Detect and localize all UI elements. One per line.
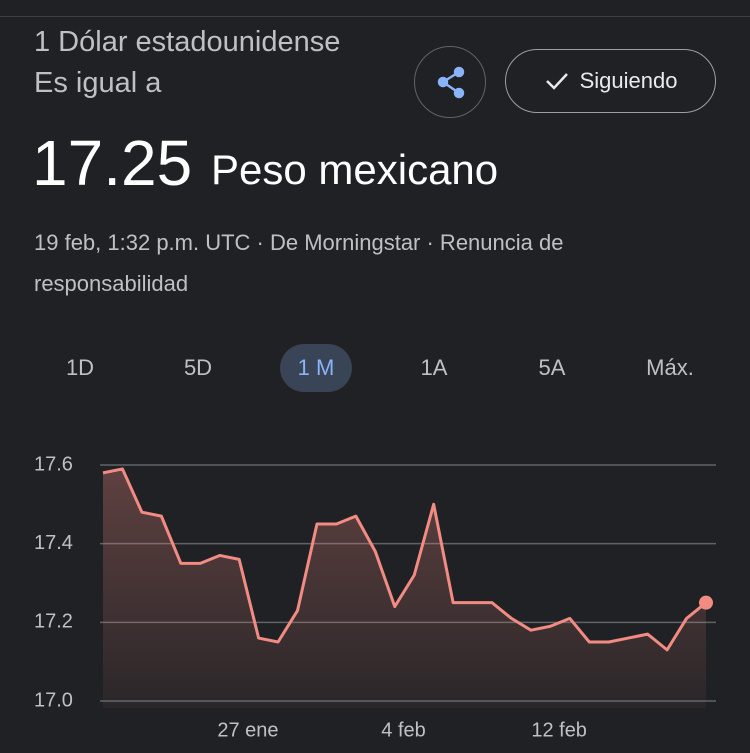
line (102, 467, 707, 652)
range-tab[interactable]: Máx. (646, 355, 694, 380)
source-line[interactable]: 19 feb, 1:32 p.m. UTC · De Morningstar ·… (34, 230, 564, 296)
check-icon (545, 73, 568, 90)
range-tab[interactable]: 5A (538, 355, 566, 380)
range-tab[interactable]: 1D (65, 355, 95, 380)
to-currency: Peso mexicano (211, 146, 499, 193)
x-tick-label: 27 ene (217, 719, 278, 741)
end-point (699, 595, 713, 610)
rate-value: 17.25 (32, 127, 193, 199)
range-tab[interactable]: 1 M (280, 344, 352, 392)
range-tab[interactable]: 5D (183, 355, 213, 380)
x-tick-label: 12 feb (531, 719, 587, 741)
y-tick-label: 17.0 (34, 689, 73, 711)
y-tick-label: 17.6 (34, 453, 73, 475)
y-tick-label: 17.2 (34, 611, 73, 633)
area (103, 468, 706, 708)
range-tab[interactable]: 1A (420, 355, 448, 380)
y-tick-label: 17.4 (34, 532, 73, 554)
follow-button[interactable]: Siguiendo (505, 49, 716, 113)
chart: 17.0 17.2 17.4 17.6 27 ene 4 feb 12 feb (34, 453, 716, 741)
from-currency: 1 Dólar estadounidense Es igual a (34, 26, 341, 99)
x-tick-label: 4 feb (381, 719, 425, 741)
follow-label: Siguiendo (579, 68, 678, 93)
share-button[interactable] (414, 46, 486, 118)
share-icon (437, 66, 465, 99)
divider (0, 16, 750, 17)
